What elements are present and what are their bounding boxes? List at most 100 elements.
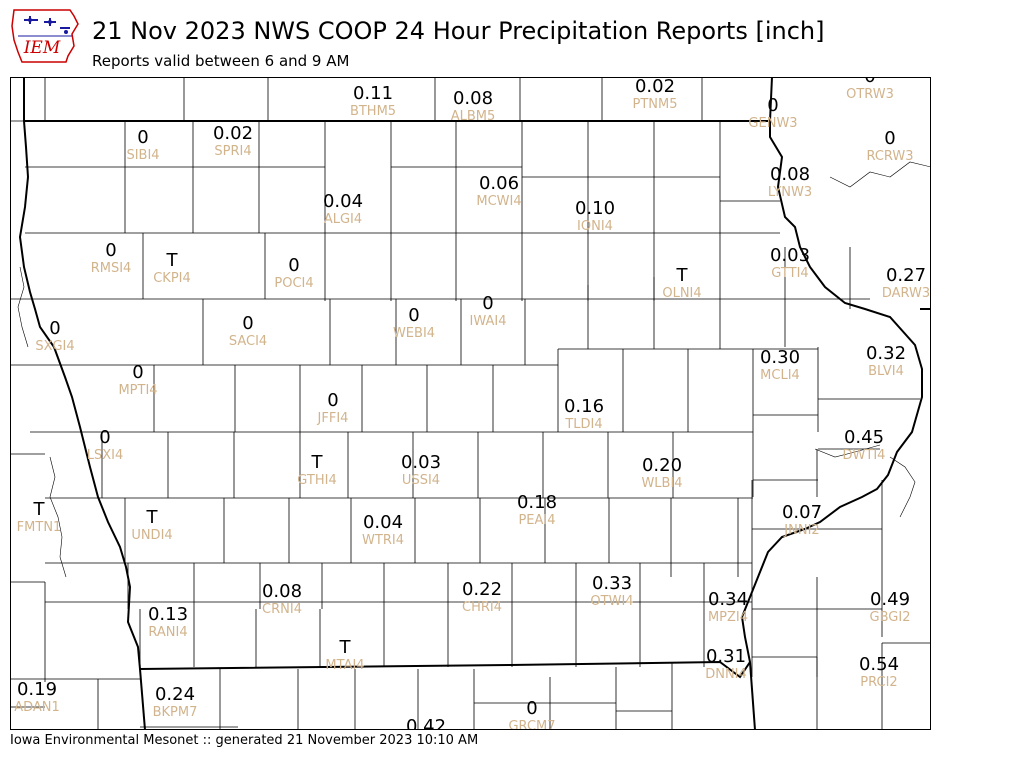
station-wtri4[interactable]: 0.04 WTRI4 [362, 513, 404, 549]
station-value: 0.24 [154, 684, 196, 705]
precipitation-map[interactable]: 0.11BTHM50.08ALBM50.02PTNM50OTRW30GENW30… [10, 77, 931, 730]
station-ioni4[interactable]: 0.10 IONI4 [575, 199, 615, 235]
station-gbgi2[interactable]: 0.49 GBGI2 [870, 590, 911, 626]
station-id: RANI4 [148, 625, 188, 640]
station-value: 0.45 [843, 427, 885, 448]
station-id: GENW3 [748, 116, 798, 131]
station-id: GTHI4 [297, 473, 337, 488]
station-id: USSI4 [401, 473, 441, 488]
county-basemap [10, 77, 931, 730]
station-prci2[interactable]: 0.54 PRCI2 [858, 654, 900, 691]
station-id: MPTI4 [118, 383, 158, 398]
station-id: RMSI4 [90, 261, 132, 276]
station-gtti4[interactable]: 0.03 GTTI4 [770, 246, 810, 282]
station-crni4[interactable]: 0.08 CRNI4 [262, 582, 302, 618]
station-id: BKPM7 [152, 705, 198, 720]
station-id: SACI4 [228, 334, 268, 349]
station-albm5[interactable]: 0.08 ALBM5 [451, 89, 496, 125]
station-genw3[interactable]: 0 GENW3 [748, 96, 798, 132]
station-gthi4[interactable]: T GTHI4 [297, 453, 337, 489]
station-id: DNNI4 [705, 667, 747, 682]
station-algi4[interactable]: 0.04 ALGI4 [323, 192, 363, 228]
station-mcwi4[interactable]: 0.06 MCWI4 [476, 174, 522, 210]
station-value: 0 [408, 305, 420, 326]
station-value: 0 [846, 77, 894, 87]
station-ckpi4[interactable]: T CKPI4 [153, 251, 191, 287]
state-border [18, 77, 931, 730]
station-value: 0 [242, 313, 254, 334]
iowa-outline-logo-icon: IEM [11, 9, 79, 63]
station-peai4[interactable]: 0.18 PEAI4 [517, 493, 557, 529]
station-saci4[interactable]: 0 SACI4 [228, 313, 268, 350]
station-value: 0.07 [781, 502, 823, 523]
station-value: 0 [49, 318, 61, 339]
station-wlbi4[interactable]: 0.20 WLBI4 [641, 456, 682, 492]
station-id: FMTN1 [16, 520, 62, 535]
station-id: UNDI4 [131, 528, 173, 543]
station-mtai4[interactable]: T MTAI4 [325, 638, 365, 674]
station-sxgi4[interactable]: 0 SXGI4 [35, 318, 75, 355]
station-value: 0.08 [769, 164, 811, 185]
station-tldi4[interactable]: 0.16 TLDI4 [564, 397, 604, 433]
station-id: CHRI4 [461, 600, 502, 615]
station-mpti4[interactable]: 0 MPTI4 [118, 362, 158, 399]
station-jffi4[interactable]: 0 JFFI4 [318, 391, 349, 427]
station-chri4[interactable]: 0.22 CHRI4 [461, 579, 503, 616]
station-mpzi4[interactable]: 0.34 MPZI4 [708, 590, 748, 626]
rivers [17, 161, 931, 578]
station-dwti4[interactable]: 0.45 DWTI4 [843, 427, 886, 464]
station-value: T [33, 499, 45, 520]
station-poci4[interactable]: 0 POCI4 [274, 255, 313, 292]
station-id: ALGI4 [323, 212, 363, 227]
station-spri4[interactable]: 0.02 SPRI4 [213, 124, 253, 160]
station-blvi4[interactable]: 0.32 BLVI4 [866, 344, 906, 380]
station-adan1[interactable]: 0.19 ADAN1 [14, 680, 60, 716]
station-webi4[interactable]: 0 WEBI4 [393, 305, 435, 342]
station-id: SIBI4 [126, 148, 160, 163]
station-id: BTHM5 [349, 104, 397, 119]
station-ussi4[interactable]: 0.03 USSI4 [401, 453, 441, 489]
station-rcrw3[interactable]: 0 RCRW3 [866, 128, 913, 165]
station-jnni2[interactable]: 0.07 JNNI2 [781, 502, 823, 539]
station-value: 0.13 [147, 604, 189, 625]
station-otrw3[interactable]: 0OTRW3 [846, 77, 894, 102]
station-value: 0 [884, 128, 896, 149]
station-bkpm7[interactable]: 0.24 BKPM7 [152, 684, 198, 721]
station-id: PRCI2 [860, 675, 898, 690]
station-darw3[interactable]: 0.27 DARW3 [882, 266, 930, 302]
station-id: GTTI4 [771, 266, 809, 281]
station-rani4[interactable]: 0.13 RANI4 [147, 604, 189, 641]
station-id: MTAI4 [325, 658, 365, 673]
iem-logo: IEM [8, 6, 82, 64]
station-value: 0.22 [461, 579, 503, 600]
station-rmsi4[interactable]: 0 RMSI4 [90, 241, 132, 277]
station-ptnm5[interactable]: 0.02 PTNM5 [633, 77, 678, 112]
station-id: MCWI4 [476, 194, 522, 209]
station-otwi4[interactable]: 0.33 OTWI4 [590, 573, 633, 610]
station-bthm5[interactable]: 0.11 BTHM5 [349, 83, 397, 120]
station-lynw3[interactable]: 0.08 LYNW3 [768, 164, 812, 201]
station-id: OLNI4 [662, 286, 702, 301]
county-borders [10, 77, 931, 730]
station-id: JNNI2 [784, 523, 820, 538]
station-olni4[interactable]: T OLNI4 [662, 266, 702, 302]
station-id: SXGI4 [35, 339, 75, 354]
station-value: 0 [288, 255, 300, 276]
station-sibi4[interactable]: 0 SIBI4 [126, 128, 160, 164]
station-id: BLVI4 [868, 364, 904, 379]
station-grcm7[interactable]: 0 GRCM7 [508, 699, 555, 731]
station-id: SPRI4 [214, 144, 252, 159]
station-trnm7[interactable]: 0.42TRNM7 [403, 717, 449, 731]
station-value: 0.54 [858, 654, 900, 675]
station-dnni4[interactable]: 0.31 DNNI4 [705, 647, 747, 683]
station-value: 0 [132, 362, 144, 383]
station-iwai4[interactable]: 0 IWAI4 [470, 294, 507, 330]
station-value: 0.33 [591, 573, 633, 594]
station-id: ADAN1 [14, 700, 60, 715]
station-undi4[interactable]: T UNDI4 [131, 508, 173, 544]
station-mcli4[interactable]: 0.30 MCLI4 [760, 348, 800, 384]
station-fmtn1[interactable]: T FMTN1 [16, 499, 62, 536]
station-lsxi4[interactable]: 0 LSXI4 [87, 428, 124, 464]
station-value: 0.11 [352, 83, 394, 104]
footer-credit: Iowa Environmental Mesonet :: generated … [10, 733, 479, 748]
